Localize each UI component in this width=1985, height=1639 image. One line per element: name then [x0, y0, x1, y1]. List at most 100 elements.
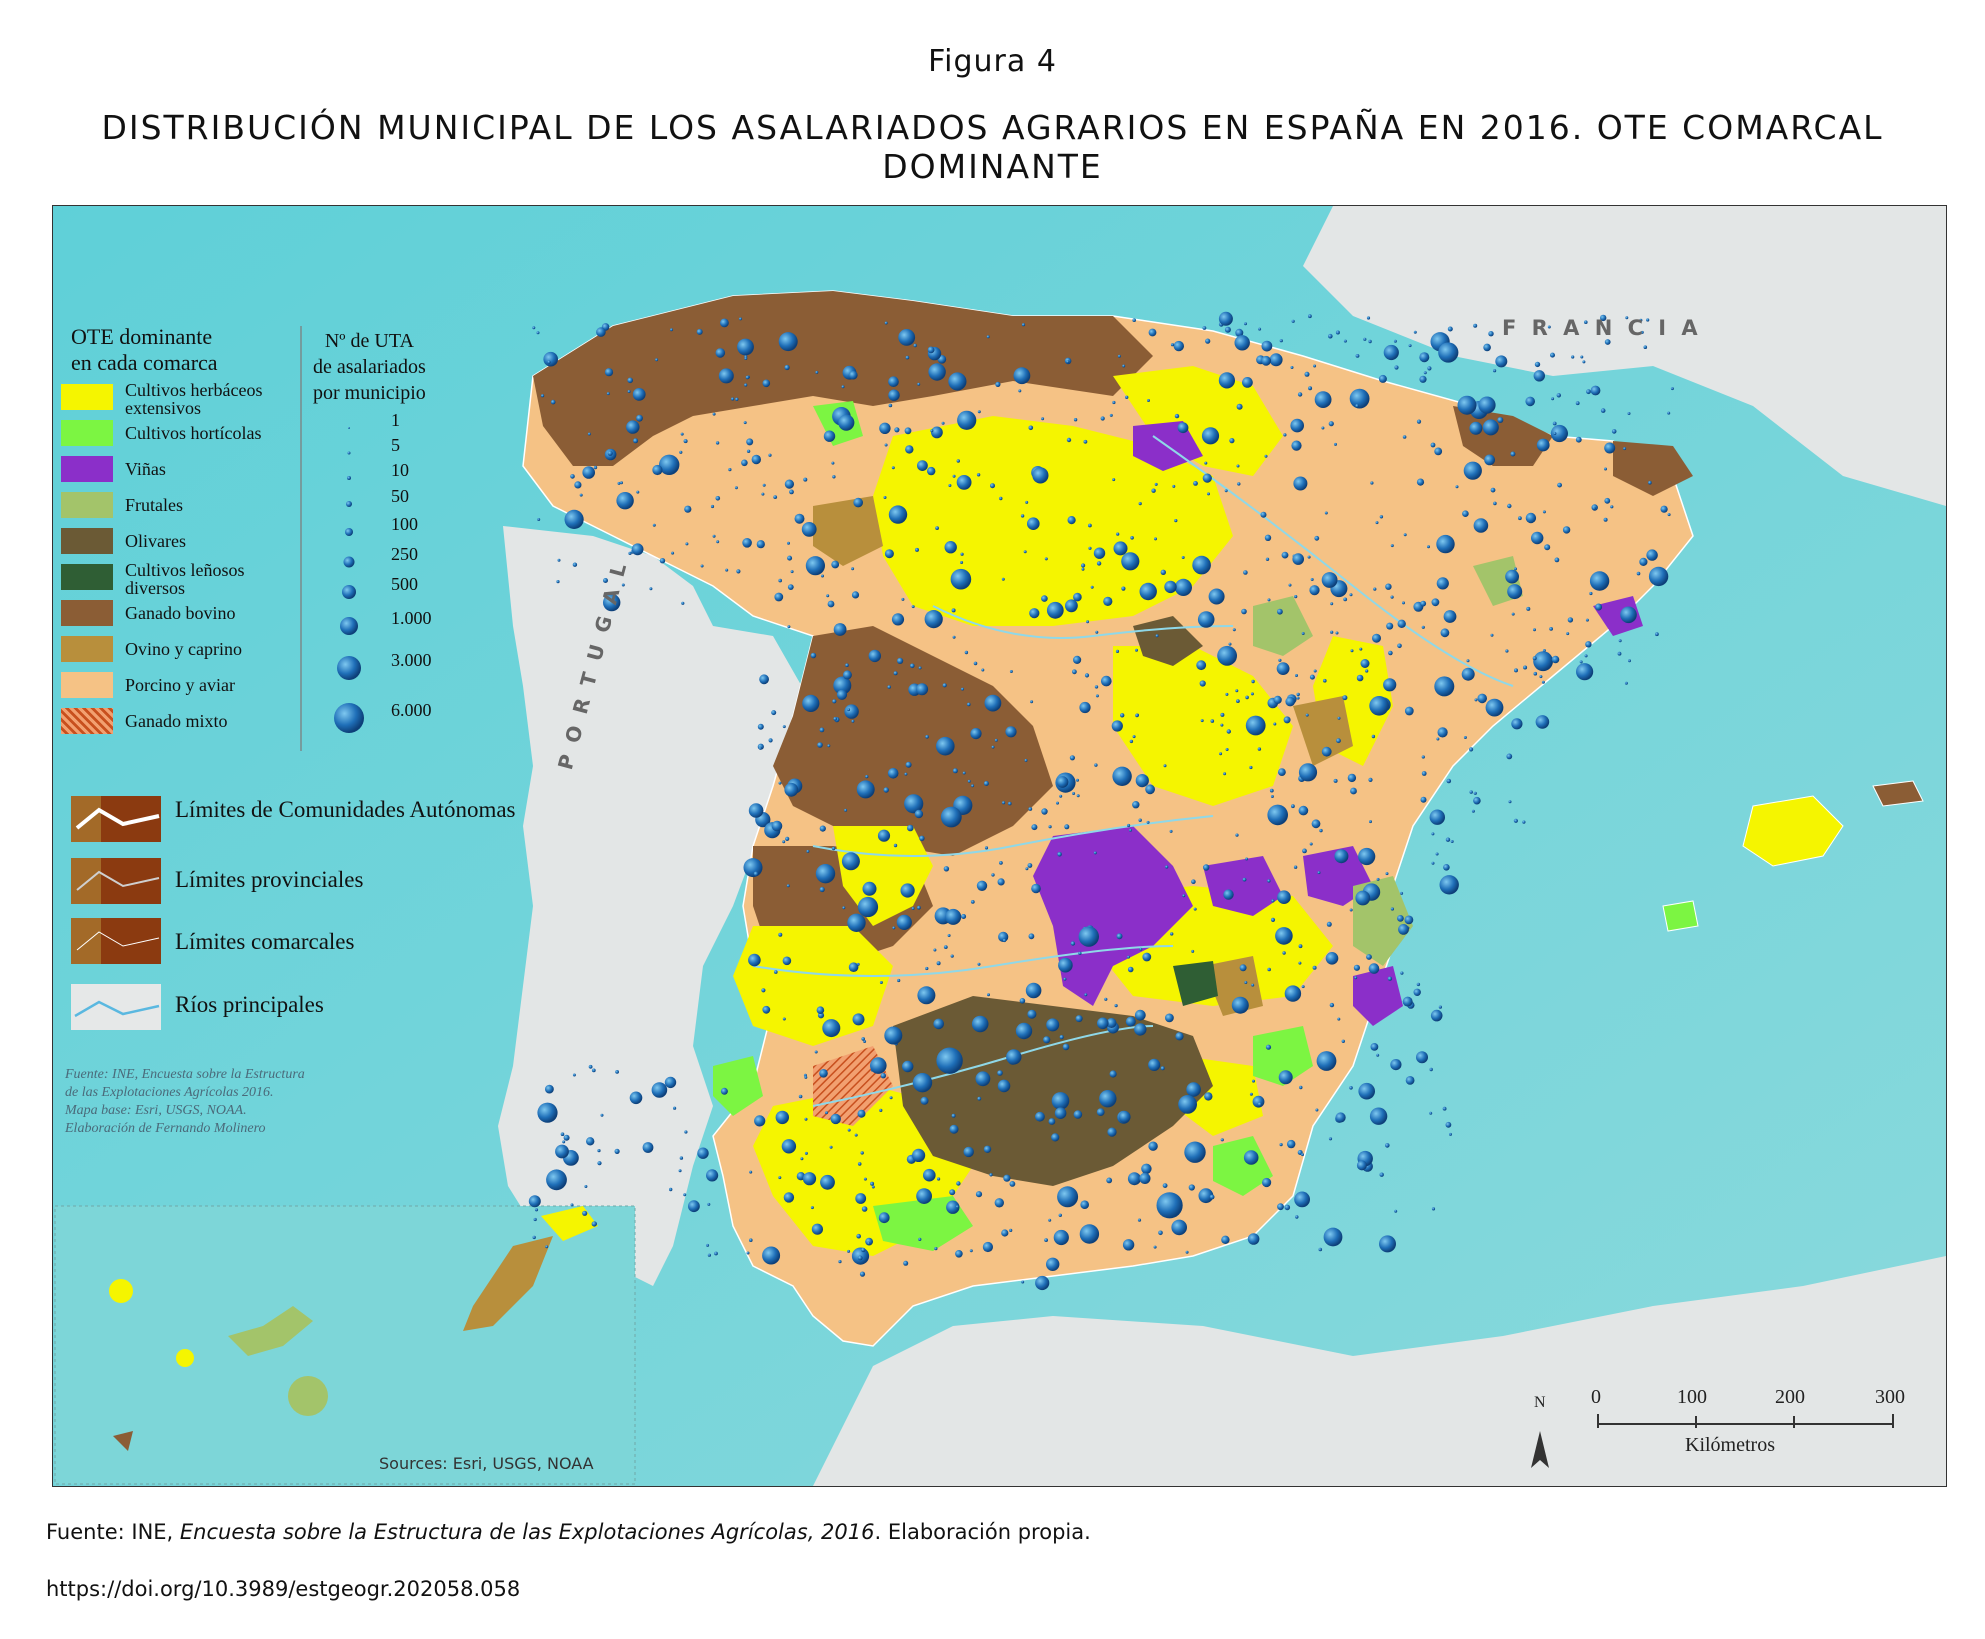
municipality-dot	[1390, 1059, 1402, 1071]
municipality-dot	[1329, 1002, 1335, 1008]
municipality-dot	[831, 846, 836, 851]
municipality-dot	[884, 443, 888, 447]
ote-label-3: Frutales	[125, 495, 183, 515]
municipality-dot	[1469, 421, 1483, 435]
municipality-dot	[725, 568, 729, 572]
municipality-dot	[679, 1156, 684, 1160]
municipality-dot	[902, 1060, 914, 1073]
municipality-dot	[819, 886, 825, 893]
municipality-dot	[1466, 659, 1470, 663]
municipality-dot	[651, 1082, 668, 1098]
scale-unit: Kilómetros	[1685, 1434, 1775, 1456]
municipality-dot	[1069, 755, 1075, 761]
municipality-dot	[901, 597, 905, 601]
municipality-dot	[587, 432, 591, 436]
municipality-dot	[1067, 516, 1076, 525]
municipality-dot	[1277, 1203, 1284, 1211]
municipality-dot	[981, 668, 985, 672]
municipality-dot	[1048, 1118, 1056, 1125]
municipality-dot	[1368, 777, 1373, 783]
municipality-dot	[1046, 1018, 1060, 1032]
municipality-dot	[1242, 377, 1253, 388]
municipality-dot	[923, 1168, 936, 1182]
municipality-dot	[534, 1208, 539, 1212]
municipality-dot	[1151, 488, 1156, 493]
municipality-dot	[1610, 505, 1614, 509]
municipality-dot	[1278, 658, 1282, 662]
municipality-dot	[913, 343, 917, 348]
municipality-dot	[884, 321, 888, 325]
municipality-dot	[903, 1260, 909, 1266]
municipality-dot	[1648, 480, 1652, 485]
municipality-dot	[688, 1200, 700, 1213]
municipality-dot	[1267, 967, 1271, 972]
municipality-dot	[957, 410, 977, 430]
municipality-dot	[784, 364, 790, 371]
municipality-dot	[879, 422, 891, 434]
municipality-dot	[768, 738, 773, 743]
municipality-dot	[1132, 801, 1140, 809]
municipality-dot	[1165, 1013, 1174, 1023]
municipality-dot	[888, 389, 900, 401]
municipality-dot	[948, 372, 967, 391]
municipality-dot	[1301, 1153, 1304, 1157]
municipality-dot	[631, 543, 644, 556]
municipality-dot	[1044, 1238, 1048, 1242]
ote-swatch-8	[61, 672, 113, 698]
municipality-dot	[652, 523, 656, 527]
municipality-dot	[1526, 606, 1531, 611]
municipality-dot	[1299, 1085, 1303, 1090]
municipality-dot	[1379, 1172, 1384, 1177]
municipality-dot	[1210, 719, 1215, 723]
municipality-dot	[1109, 413, 1113, 417]
municipality-dot	[833, 676, 852, 695]
size-circle-3000	[337, 656, 361, 680]
municipality-dot	[678, 1169, 682, 1173]
size-label-1: 5	[391, 435, 400, 455]
municipality-dot	[1027, 863, 1033, 868]
municipality-dot	[821, 574, 824, 578]
municipality-dot	[574, 481, 582, 489]
municipality-dot	[743, 421, 747, 425]
municipality-dot	[975, 1191, 983, 1198]
municipality-dot	[1533, 671, 1538, 676]
municipality-dot	[778, 332, 798, 352]
municipality-dot	[1386, 622, 1394, 630]
municipality-dot	[1643, 345, 1648, 349]
provincial-boundary-swatch	[71, 858, 161, 904]
municipality-dot	[983, 1145, 992, 1153]
municipality-dot	[1533, 370, 1546, 382]
municipality-dot	[1160, 569, 1167, 575]
municipality-dot	[967, 779, 971, 783]
municipality-dot	[1054, 1107, 1067, 1119]
municipality-dot	[801, 522, 817, 537]
municipality-dot	[714, 1251, 718, 1256]
municipality-dot	[617, 481, 621, 485]
municipality-dot	[1611, 429, 1617, 434]
municipality-dot	[636, 490, 640, 494]
municipality-dot	[1438, 1005, 1442, 1009]
municipality-dot	[1319, 828, 1323, 833]
municipality-dot	[528, 1195, 541, 1208]
river-duero	[932, 605, 1234, 639]
municipality-dot	[989, 1173, 993, 1177]
municipality-dot	[838, 414, 855, 431]
municipality-dot	[782, 725, 786, 729]
municipality-dot	[1028, 807, 1033, 811]
municipality-dot	[970, 900, 975, 904]
municipality-dot	[715, 441, 720, 445]
municipality-dot	[707, 1202, 711, 1206]
municipality-dot	[999, 861, 1003, 865]
municipality-dot	[584, 1185, 588, 1188]
municipality-dot	[746, 438, 754, 446]
municipality-dot	[627, 390, 631, 393]
scale-tick-300: 300	[1875, 1386, 1905, 1408]
municipality-dot	[925, 735, 929, 739]
municipality-dot	[1413, 988, 1421, 996]
municipality-dot	[1185, 1250, 1189, 1254]
municipality-dot	[1639, 557, 1648, 566]
municipality-dot	[1296, 696, 1300, 700]
municipality-dot	[1053, 1229, 1069, 1246]
municipality-dot	[1202, 326, 1207, 330]
municipality-dot	[1336, 738, 1341, 744]
